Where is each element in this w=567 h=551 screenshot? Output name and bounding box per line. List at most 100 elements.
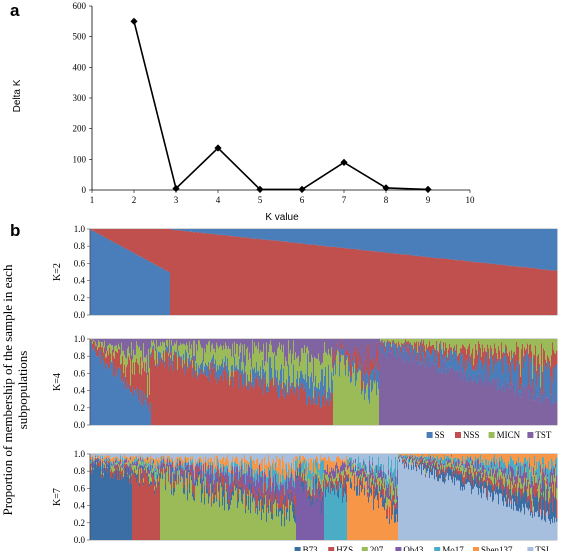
membership-bar xyxy=(334,364,336,425)
membership-bar xyxy=(296,358,298,379)
membership-bar xyxy=(256,454,258,460)
membership-bar xyxy=(375,489,377,497)
membership-bar xyxy=(410,254,412,315)
membership-bar xyxy=(119,465,121,471)
membership-bar xyxy=(419,345,421,353)
membership-bar xyxy=(507,363,509,384)
membership-bar xyxy=(125,388,127,425)
membership-bar xyxy=(274,490,276,494)
membership-bar xyxy=(134,339,136,356)
membership-bar xyxy=(488,348,490,366)
membership-bar xyxy=(360,355,362,366)
membership-bar xyxy=(361,481,363,488)
membership-bar xyxy=(206,493,208,540)
membership-bar xyxy=(388,469,390,476)
membership-bar xyxy=(160,465,162,470)
membership-bar xyxy=(528,339,530,354)
membership-bar xyxy=(512,384,514,425)
membership-bar xyxy=(444,360,446,425)
membership-bar xyxy=(494,343,496,356)
membership-bar xyxy=(432,360,434,425)
membership-bar xyxy=(332,379,334,393)
membership-bar xyxy=(422,229,424,257)
membership-bar xyxy=(272,482,274,502)
x-tick-label: 6 xyxy=(300,195,305,205)
membership-bar xyxy=(267,507,269,540)
membership-bar xyxy=(226,488,228,492)
membership-bar xyxy=(180,477,182,480)
membership-bar xyxy=(334,362,336,365)
membership-bar xyxy=(407,339,409,342)
membership-bar xyxy=(229,348,231,385)
membership-bar xyxy=(211,229,213,235)
membership-bar xyxy=(510,266,512,315)
membership-bar xyxy=(313,476,315,485)
membership-bar xyxy=(172,471,174,540)
membership-bar xyxy=(136,469,138,475)
membership-bar xyxy=(136,454,138,456)
membership-bar xyxy=(175,466,177,473)
membership-bar xyxy=(250,454,252,456)
membership-bar xyxy=(469,354,471,374)
membership-bar xyxy=(286,229,288,242)
membership-bar xyxy=(205,460,207,463)
membership-bar xyxy=(464,374,466,425)
membership-bar xyxy=(356,454,358,471)
membership-bar xyxy=(373,229,375,251)
membership-bar xyxy=(415,339,417,344)
membership-bar xyxy=(245,385,247,425)
membership-bar xyxy=(390,454,392,468)
membership-bar xyxy=(177,229,179,231)
membership-bar xyxy=(142,457,144,460)
membership-bar xyxy=(180,229,182,231)
membership-bar xyxy=(321,458,323,461)
membership-bar xyxy=(546,362,548,371)
membership-bar xyxy=(117,339,119,349)
membership-bar xyxy=(234,371,236,425)
membership-bar xyxy=(341,460,343,466)
membership-bar xyxy=(94,340,96,342)
membership-bar xyxy=(260,339,262,351)
membership-bar xyxy=(196,231,198,315)
membership-bar xyxy=(138,454,140,455)
membership-bar xyxy=(382,252,384,315)
membership-bar xyxy=(263,505,265,513)
membership-bar xyxy=(293,518,295,540)
membership-bar xyxy=(414,255,416,315)
membership-bar xyxy=(311,354,313,373)
membership-bar xyxy=(473,365,475,370)
membership-bar xyxy=(422,339,424,344)
membership-bar xyxy=(308,229,310,245)
membership-bar xyxy=(322,458,324,460)
membership-bar xyxy=(176,483,178,485)
membership-bar xyxy=(268,387,270,392)
membership-bar xyxy=(137,476,139,540)
legend-entry: TST xyxy=(535,430,552,440)
membership-bar xyxy=(190,349,192,362)
membership-bar xyxy=(102,342,104,347)
membership-bar xyxy=(170,464,172,475)
membership-bar xyxy=(198,462,200,467)
membership-bar xyxy=(384,229,386,253)
membership-bar xyxy=(319,229,321,246)
membership-bar xyxy=(350,375,352,384)
membership-bar xyxy=(319,489,321,496)
membership-bar xyxy=(230,376,232,380)
membership-bar xyxy=(140,467,142,540)
membership-bar xyxy=(302,339,304,349)
membership-bar xyxy=(178,457,180,466)
membership-bar xyxy=(322,459,324,480)
membership-bar xyxy=(230,229,232,237)
membership-bar xyxy=(268,352,270,388)
membership-bar xyxy=(347,476,349,482)
membership-bar xyxy=(174,488,176,493)
membership-bar xyxy=(282,497,284,510)
membership-bar xyxy=(523,368,525,388)
membership-bar xyxy=(91,339,93,342)
membership-bar xyxy=(313,484,315,487)
membership-bar xyxy=(352,248,354,315)
delta-k-point xyxy=(298,185,306,193)
membership-bar xyxy=(234,339,236,342)
membership-bar xyxy=(363,381,365,425)
membership-bar xyxy=(168,352,170,356)
